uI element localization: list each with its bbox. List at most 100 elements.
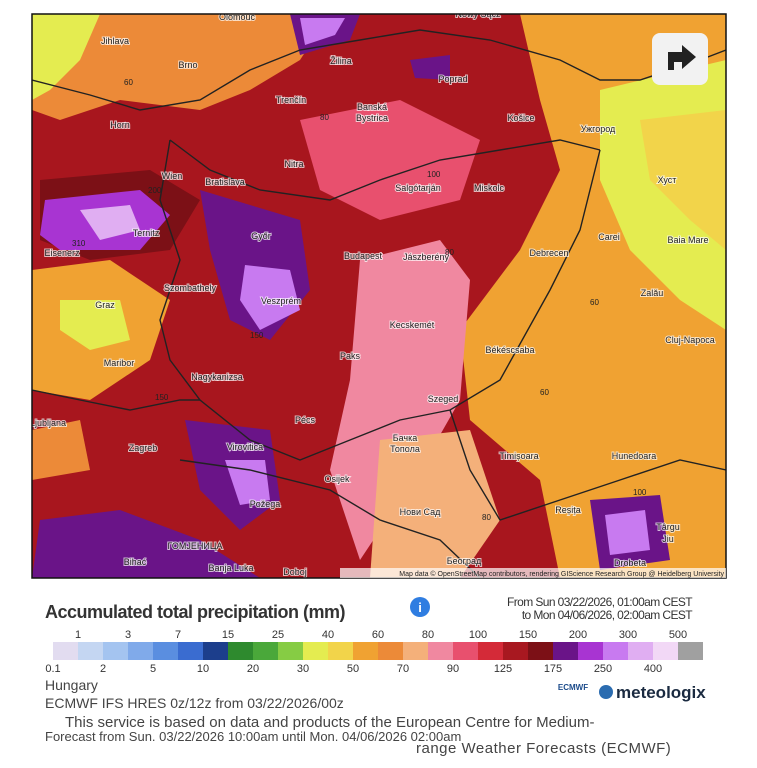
legend-top-label: 200 [569, 629, 587, 641]
city-label: Wien [162, 171, 183, 181]
legend-bottom-label: 20 [247, 663, 259, 675]
city-label: Budapest [344, 251, 383, 261]
city-label: Ljubljana [30, 418, 66, 428]
colorbar-segment [378, 642, 403, 660]
contour-label: 150 [250, 331, 264, 340]
legend-top-label: 60 [372, 629, 384, 641]
city-label: Banská [357, 102, 387, 112]
colorbar-segment [578, 642, 603, 660]
colorbar-segment [178, 642, 203, 660]
city-label: Zagreb [129, 443, 158, 453]
city-label: Bihać [124, 557, 147, 567]
city-label: Београд [447, 556, 482, 566]
contour-label: 100 [633, 488, 647, 497]
city-label: Békéscsaba [485, 345, 534, 355]
map: Olomouc Nowy Sącz Jihlava Brno Žilina Poprad T… [30, 9, 726, 578]
legend-bottom-label: 400 [644, 663, 662, 675]
colorbar-segment [678, 642, 703, 660]
legend-title: Accumulated total precipitation (mm) [45, 602, 346, 622]
colorbar-segment [553, 642, 578, 660]
legend-bottom-label: 70 [397, 663, 409, 675]
colorbar-segment [78, 642, 103, 660]
city-label: Virovitica [227, 442, 263, 452]
colorbar-segment [228, 642, 253, 660]
city-label: Veszprém [261, 296, 301, 306]
colorbar-segment [453, 642, 478, 660]
city-label: Carei [598, 232, 620, 242]
legend-bottom-label: 2 [100, 663, 106, 675]
city-label: Trenčín [276, 95, 306, 105]
city-label: Нови Сад [400, 507, 441, 517]
legend-top-label: 7 [175, 629, 181, 641]
share-button[interactable] [652, 33, 708, 85]
share-icon[interactable] [668, 45, 696, 70]
city-label: Doboj [283, 567, 307, 577]
legend-top-label: 15 [222, 629, 234, 641]
city-label: Nowy Sącz [455, 9, 501, 19]
contour-label: 60 [590, 298, 599, 307]
legend-top-label: 100 [469, 629, 487, 641]
legend-top-label: 40 [322, 629, 334, 641]
city-label: Reșița [555, 505, 581, 515]
colorbar-segment [128, 642, 153, 660]
region: Hungary [45, 677, 98, 693]
city-label: Olomouc [219, 12, 256, 22]
info-icon[interactable] [410, 597, 430, 617]
city-label: Cluj-Napoca [665, 335, 715, 345]
colorbar-segment [478, 642, 503, 660]
city-label: Bratislava [205, 177, 245, 187]
contour-label: 80 [482, 513, 491, 522]
legend-bottom-label: 5 [150, 663, 156, 675]
legend-top-label: 1 [75, 629, 81, 641]
contour-label: 80 [445, 248, 454, 257]
contour-label: 100 [427, 170, 441, 179]
city-label: Drobeta [614, 558, 646, 568]
contour-label: 150 [155, 393, 169, 402]
city-label: Miskolc [474, 183, 505, 193]
forecast: Forecast from Sun. 03/22/2026 10:00am un… [45, 729, 461, 744]
city-label: ГОМЈЕНИЦА [168, 541, 223, 551]
contour-label: 60 [124, 78, 133, 87]
period-from: From Sun 03/22/2026, 01:00am CEST [507, 595, 693, 609]
legend-top-label: 80 [422, 629, 434, 641]
city-label: Žilina [330, 56, 352, 66]
colorbar-segment [528, 642, 553, 660]
attribution: Map data © OpenStreetMap contributors, r… [399, 570, 724, 578]
city-label: Košice [507, 113, 534, 123]
legend-bottom-label: 10 [197, 663, 209, 675]
colorbar-segment [278, 642, 303, 660]
legend-bottom-label: 0.1 [45, 663, 60, 675]
city-label: Osijek [324, 474, 350, 484]
city-label: Salgótarján [395, 183, 441, 193]
period-to: to Mon 04/06/2026, 02:00am CEST [522, 608, 693, 622]
city-label: Jászberény [403, 252, 450, 262]
notice-1: This service is based on data and produc… [65, 714, 594, 731]
city-label: Pécs [295, 415, 316, 425]
colorbar-segment [628, 642, 653, 660]
legend-bottom-label: 30 [297, 663, 309, 675]
info-glyph[interactable]: i [418, 600, 422, 615]
legend-bottom-label: 125 [494, 663, 512, 675]
notice-2: range Weather Forecasts (ECMWF) [416, 740, 671, 757]
colorbar-segment [203, 642, 228, 660]
legend-top-label: 150 [519, 629, 537, 641]
colorbar-segment [403, 642, 428, 660]
city-label: Ternitz [133, 228, 160, 238]
city-label: Kecskemét [390, 320, 435, 330]
city-label: Debrecen [529, 248, 568, 258]
legend-bottom-label: 250 [594, 663, 612, 675]
city-label: Nitra [284, 159, 303, 169]
borders [32, 29, 726, 578]
colorbar-segment [328, 642, 353, 660]
city-label: Poprad [438, 74, 467, 84]
colorbar-segment [253, 642, 278, 660]
meteologix-logo: meteologix [616, 683, 706, 702]
city-label: Хуст [658, 175, 677, 185]
contour-label: 310 [72, 239, 86, 248]
city-label: Timișoara [499, 451, 538, 461]
city-label: Hunedoara [612, 451, 657, 461]
colorbar-segment [653, 642, 678, 660]
city-label: Baia Mare [667, 235, 708, 245]
city-label: Paks [340, 351, 361, 361]
